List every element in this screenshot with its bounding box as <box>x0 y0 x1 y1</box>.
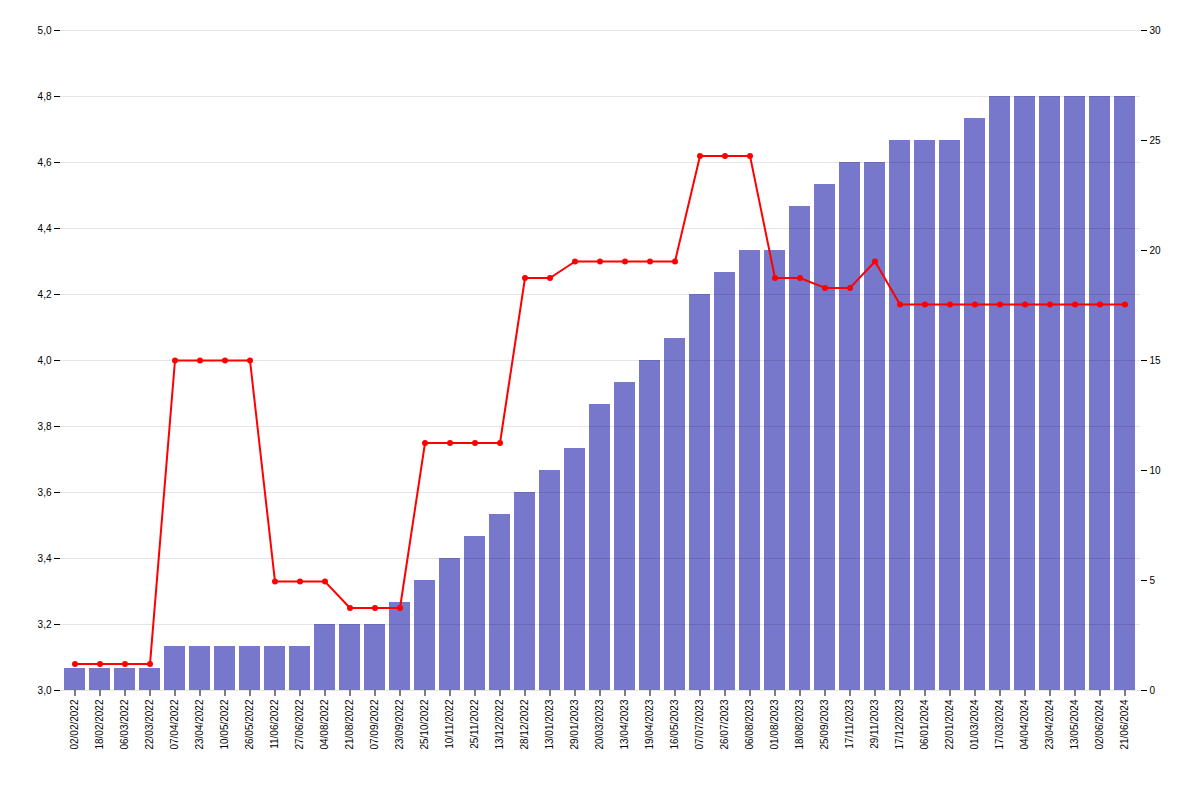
svg-text:17/11/2023: 17/11/2023 <box>844 699 855 749</box>
svg-text:06/03/2022: 06/03/2022 <box>119 699 130 749</box>
svg-text:10: 10 <box>1150 465 1162 476</box>
svg-text:0: 0 <box>1150 685 1156 696</box>
svg-text:01/08/2023: 01/08/2023 <box>769 699 780 749</box>
svg-text:18/02/2022: 18/02/2022 <box>94 699 105 749</box>
svg-text:3,8: 3,8 <box>38 421 52 432</box>
svg-text:5,0: 5,0 <box>38 25 52 36</box>
svg-text:3,2: 3,2 <box>38 619 52 630</box>
svg-text:4,6: 4,6 <box>38 157 52 168</box>
svg-text:22/01/2024: 22/01/2024 <box>944 699 955 749</box>
svg-text:15: 15 <box>1150 355 1162 366</box>
svg-text:28/12/2022: 28/12/2022 <box>519 699 530 749</box>
svg-text:20: 20 <box>1150 245 1162 256</box>
svg-text:01/03/2024: 01/03/2024 <box>969 699 980 749</box>
svg-text:29/11/2023: 29/11/2023 <box>869 699 880 749</box>
svg-text:04/08/2022: 04/08/2022 <box>319 699 330 749</box>
svg-text:02/02/2022: 02/02/2022 <box>69 699 80 749</box>
svg-text:13/01/2023: 13/01/2023 <box>544 699 555 749</box>
svg-text:07/09/2022: 07/09/2022 <box>369 699 380 749</box>
svg-text:27/06/2022: 27/06/2022 <box>294 699 305 749</box>
svg-text:23/09/2022: 23/09/2022 <box>394 699 405 749</box>
svg-text:3,6: 3,6 <box>38 487 52 498</box>
svg-text:5: 5 <box>1150 575 1156 586</box>
svg-text:23/04/2022: 23/04/2022 <box>194 699 205 749</box>
svg-text:13/04/2023: 13/04/2023 <box>619 699 630 749</box>
svg-text:23/04/2024: 23/04/2024 <box>1044 699 1055 749</box>
svg-text:22/03/2022: 22/03/2022 <box>144 699 155 749</box>
svg-text:17/03/2024: 17/03/2024 <box>994 699 1005 749</box>
svg-text:07/04/2022: 07/04/2022 <box>169 699 180 749</box>
svg-text:29/01/2023: 29/01/2023 <box>569 699 580 749</box>
svg-text:25/09/2023: 25/09/2023 <box>819 699 830 749</box>
svg-text:07/07/2023: 07/07/2023 <box>694 699 705 749</box>
svg-text:10/05/2022: 10/05/2022 <box>219 699 230 749</box>
svg-text:3,0: 3,0 <box>38 685 52 696</box>
svg-text:17/12/2023: 17/12/2023 <box>894 699 905 749</box>
svg-text:4,8: 4,8 <box>38 91 52 102</box>
svg-text:4,0: 4,0 <box>38 355 52 366</box>
svg-text:25/11/2022: 25/11/2022 <box>469 699 480 749</box>
svg-text:13/05/2024: 13/05/2024 <box>1069 699 1080 749</box>
svg-text:26/05/2022: 26/05/2022 <box>244 699 255 749</box>
svg-text:3,4: 3,4 <box>38 553 52 564</box>
svg-text:26/07/2023: 26/07/2023 <box>719 699 730 749</box>
svg-text:21/06/2024: 21/06/2024 <box>1119 699 1130 749</box>
svg-text:10/11/2022: 10/11/2022 <box>444 699 455 749</box>
svg-text:06/08/2023: 06/08/2023 <box>744 699 755 749</box>
svg-text:02/06/2024: 02/06/2024 <box>1094 699 1105 749</box>
svg-text:06/01/2024: 06/01/2024 <box>919 699 930 749</box>
svg-text:19/04/2023: 19/04/2023 <box>644 699 655 749</box>
svg-text:25/10/2022: 25/10/2022 <box>419 699 430 749</box>
svg-text:11/06/2022: 11/06/2022 <box>269 699 280 749</box>
svg-text:4,2: 4,2 <box>38 289 52 300</box>
svg-text:16/05/2023: 16/05/2023 <box>669 699 680 749</box>
svg-text:4,4: 4,4 <box>38 223 52 234</box>
svg-text:30: 30 <box>1150 25 1162 36</box>
svg-text:13/12/2022: 13/12/2022 <box>494 699 505 749</box>
svg-text:20/03/2023: 20/03/2023 <box>594 699 605 749</box>
svg-text:25: 25 <box>1150 135 1162 146</box>
svg-text:04/04/2024: 04/04/2024 <box>1019 699 1030 749</box>
svg-text:21/08/2022: 21/08/2022 <box>344 699 355 749</box>
svg-text:18/08/2023: 18/08/2023 <box>794 699 805 749</box>
